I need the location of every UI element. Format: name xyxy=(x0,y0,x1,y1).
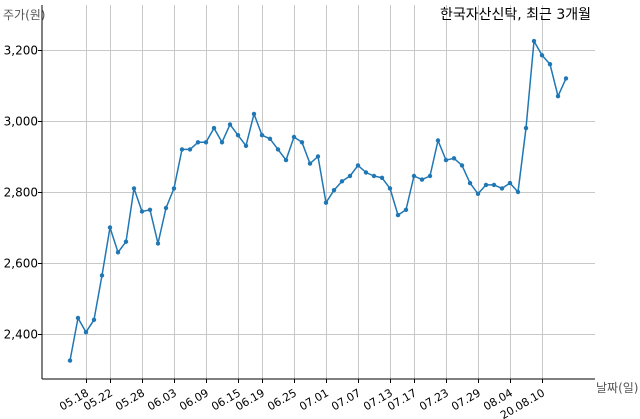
data-point xyxy=(203,140,209,145)
data-point xyxy=(235,133,241,138)
x-tick-label: 07.07 xyxy=(329,386,363,413)
data-point xyxy=(467,180,473,186)
data-point xyxy=(531,38,537,44)
data-point xyxy=(459,163,465,168)
data-point xyxy=(555,94,561,99)
data-point xyxy=(403,207,409,212)
x-axis-label: 날짜(일) xyxy=(596,381,638,395)
y-tick-label: 3,000 xyxy=(4,115,38,129)
data-point xyxy=(307,161,313,166)
data-point xyxy=(475,191,481,196)
grid-lines xyxy=(42,5,595,379)
x-tick-label: 07.01 xyxy=(297,386,331,413)
x-tick-label: 06.09 xyxy=(177,386,211,413)
y-tick-label: 2,600 xyxy=(4,257,38,271)
x-tick-label: 07.29 xyxy=(449,386,483,413)
data-point xyxy=(251,111,257,117)
data-point xyxy=(283,157,289,163)
data-point xyxy=(99,273,105,278)
data-point xyxy=(523,125,529,131)
data-point xyxy=(539,53,545,58)
data-point xyxy=(371,173,377,179)
y-tick-label: 2,400 xyxy=(4,328,38,342)
x-ticks: 05.1805.2205.2806.0306.0906.1506.1906.25… xyxy=(57,379,547,419)
data-point xyxy=(195,140,201,145)
data-point xyxy=(147,207,153,212)
data-point xyxy=(387,186,393,191)
y-tick-label: 3,200 xyxy=(4,44,38,58)
data-point xyxy=(547,61,553,67)
data-point xyxy=(339,179,345,184)
y-axis-label: 주가(원) xyxy=(3,8,45,22)
x-tick-label: 05.28 xyxy=(113,386,147,413)
data-point xyxy=(515,189,521,195)
x-tick-label: 06.03 xyxy=(145,386,179,413)
data-point xyxy=(227,122,233,127)
data-point xyxy=(139,209,145,214)
data-point xyxy=(163,205,169,211)
data-point xyxy=(411,173,417,179)
data-point xyxy=(379,175,385,180)
data-point xyxy=(483,182,489,188)
x-tick-label: 07.23 xyxy=(417,386,451,413)
data-point xyxy=(171,186,177,191)
chart-title: 한국자산신탁, 최근 3개월 xyxy=(440,7,591,23)
data-point xyxy=(323,200,329,205)
data-point xyxy=(443,157,449,163)
data-point xyxy=(355,163,361,168)
data-point xyxy=(315,154,321,159)
price-line xyxy=(69,40,567,361)
y-tick-label: 2,800 xyxy=(4,186,38,200)
data-point xyxy=(419,177,425,182)
data-point xyxy=(107,225,113,230)
data-point xyxy=(83,330,89,335)
data-point xyxy=(291,134,297,140)
data-point xyxy=(363,170,369,175)
data-point xyxy=(123,239,129,244)
data-point xyxy=(155,241,161,246)
data-point xyxy=(131,186,137,191)
data-point xyxy=(187,147,193,152)
data-point xyxy=(491,182,497,188)
data-point xyxy=(75,315,81,321)
data-point xyxy=(427,173,433,179)
data-point xyxy=(347,173,353,179)
data-point xyxy=(563,76,569,81)
data-point xyxy=(499,186,505,191)
data-point xyxy=(243,143,249,148)
data-point xyxy=(299,140,305,145)
data-point xyxy=(267,136,273,141)
data-point xyxy=(275,147,281,152)
data-point xyxy=(435,138,441,143)
data-point xyxy=(331,188,337,193)
data-point xyxy=(179,147,185,152)
data-point xyxy=(507,180,513,186)
data-point xyxy=(211,125,217,131)
data-point xyxy=(259,133,265,138)
data-point xyxy=(67,358,73,363)
data-point xyxy=(395,212,401,218)
data-point xyxy=(219,140,225,145)
price-series xyxy=(67,38,569,363)
data-point xyxy=(91,317,97,322)
data-point xyxy=(115,250,121,255)
data-point xyxy=(451,156,457,161)
x-tick-label: 06.25 xyxy=(265,386,299,413)
y-ticks: 2,400 2,600 2,800 3,000 3,200 xyxy=(4,44,42,342)
